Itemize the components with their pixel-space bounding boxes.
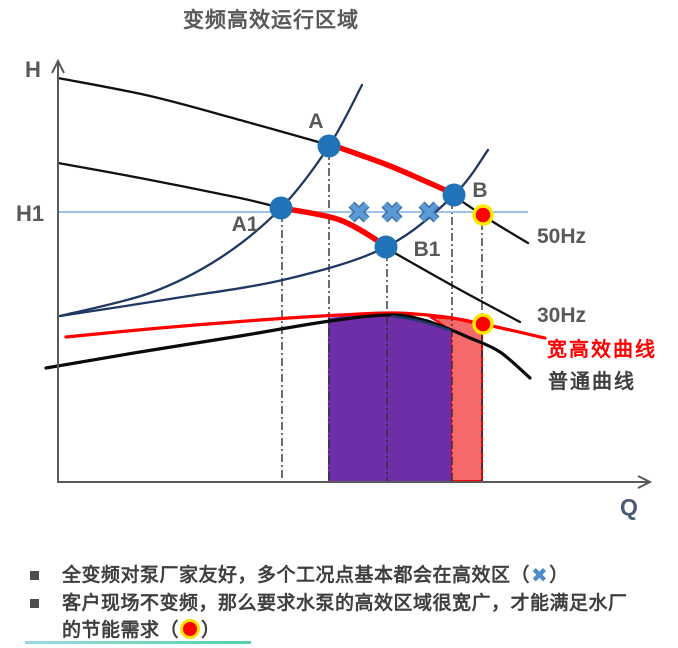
notes: 全变频对泵厂家友好，多个工况点基本都会在高效区（✖） 客户现场不变频，那么要求水…	[28, 562, 640, 644]
note-item-1: 全变频对泵厂家友好，多个工况点基本都会在高效区（✖）	[28, 562, 640, 590]
point-b1-label: B1	[414, 238, 441, 261]
zone-ordinary-high-efficiency	[328, 313, 451, 481]
point-a1-label: A1	[232, 213, 259, 236]
pump-curve-30hz-left	[56, 161, 283, 210]
pump-curve-30hz-high-efficiency	[278, 205, 389, 249]
operating-point-a1	[269, 196, 293, 220]
curve-label-ordinary: 普通曲线	[548, 369, 636, 393]
efficiency-divider-curve	[390, 314, 452, 332]
pump-curve-30hz-right	[384, 246, 522, 324]
curve-label-50hz: 50Hz	[537, 225, 586, 248]
pump-curve-50hz-left	[56, 76, 331, 147]
operating-point-b	[442, 183, 466, 207]
page-title: 变频高效运行区域	[183, 9, 359, 32]
cross-marker-icon	[382, 202, 402, 222]
note-text-2: 客户现场不变频，那么要求水泵的高效区域很宽广，才能满足水厂 的节能需求（ ）	[62, 590, 628, 644]
x-axis-title: Q	[620, 494, 638, 520]
target-marker-icon	[472, 204, 494, 226]
h1-tick: H1	[16, 201, 44, 226]
red-dot-icon	[180, 619, 201, 639]
cross-marker-icon	[349, 202, 369, 222]
note-1-text: 全变频对泵厂家友好，多个工况点基本都会在高效区（	[62, 565, 531, 586]
blue-cross-icon: ✖	[531, 565, 549, 587]
operating-point-a	[317, 134, 341, 158]
note-item-2: 客户现场不变频，那么要求水泵的高效区域很宽广，才能满足水厂 的节能需求（ ）	[28, 590, 640, 644]
cross-marker-icon	[419, 202, 439, 222]
bullet-square-icon	[30, 571, 39, 580]
accent-underline	[25, 641, 251, 644]
pump-curve-50hz-high-efficiency	[326, 141, 457, 197]
note-2-tail: ）	[201, 620, 221, 641]
point-a-label: A	[308, 110, 323, 133]
bullet-square-icon	[30, 599, 39, 608]
note-2-line-1: 客户现场不变频，那么要求水泵的高效区域很宽广，才能满足水厂	[62, 593, 628, 614]
note-1-tail: ）	[549, 565, 569, 586]
note-2-line-2: 的节能需求（	[62, 620, 180, 641]
point-b-label: B	[472, 179, 487, 202]
curve-label-30hz: 30Hz	[537, 304, 586, 327]
operating-point-b1	[374, 235, 398, 259]
curve-label-wide-efficiency: 宽高效曲线	[547, 337, 657, 361]
ordinary-efficiency-curve	[44, 313, 532, 380]
note-text-1: 全变频对泵厂家友好，多个工况点基本都会在高效区（✖）	[62, 562, 569, 590]
x-axis-arrow-icon	[637, 475, 653, 489]
target-marker-icon	[472, 313, 494, 335]
y-axis-arrow-icon	[51, 58, 65, 74]
y-axis-title: H	[25, 57, 41, 82]
